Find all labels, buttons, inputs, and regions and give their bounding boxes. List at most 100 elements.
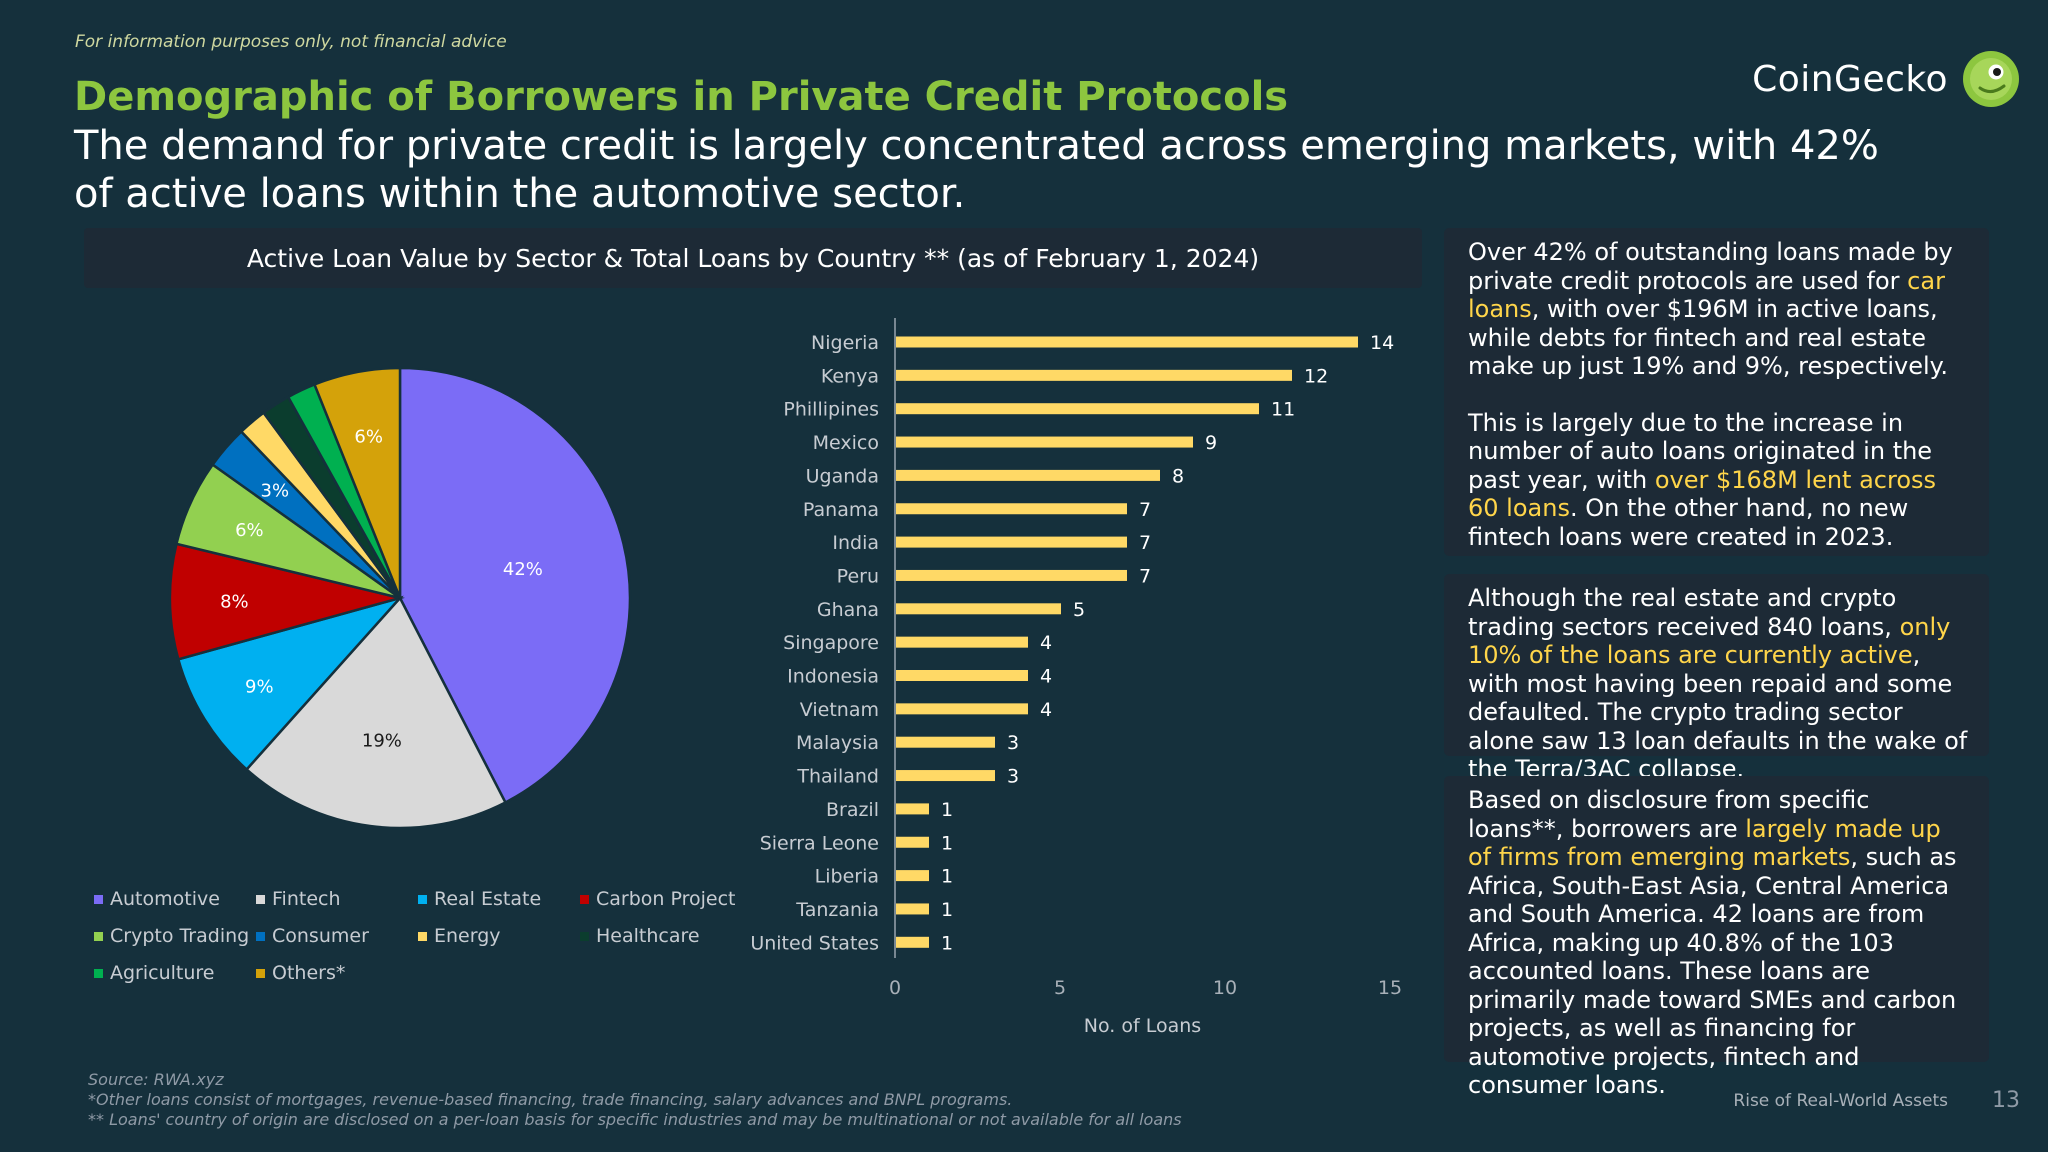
legend-swatch [418,894,427,904]
bar-category-kenya: Kenya [821,365,879,387]
bar-category-indonesia: Indonesia [787,666,879,688]
bar-kenya [896,369,1292,381]
bar-category-uganda: Uganda [806,465,879,487]
legend-item-healthcare: Healthcare [580,925,780,947]
pie-slice-automotive [398,366,632,805]
legend-item-carbon-project: Carbon Project [580,888,780,910]
bar-value-peru: 7 [1139,565,1151,587]
legend-label: Consumer [272,925,369,947]
bar-category-malaysia: Malaysia [796,732,879,754]
body-text: , with over $196M in active loans, while… [1468,295,1949,380]
brand-name: CoinGecko [1752,58,1948,100]
bar-value-tanzania: 1 [941,899,953,921]
bar-tanzania [896,903,929,915]
bar-value-singapore: 4 [1040,632,1052,654]
legend-swatch [256,931,265,941]
pie-slice-carbon-project [168,542,405,661]
bar-liberia [896,870,929,882]
legend-swatch [580,894,589,904]
bar-category-ghana: Ghana [817,599,879,621]
source-line: Source: RWA.xyz [88,1070,224,1089]
legend-item-others: Others* [256,962,418,984]
pie-chart: 42% 19% 9% 8% 6% 3% 6% [168,366,632,830]
legend-item-real-estate: Real Estate [418,888,580,910]
bar-category-panama: Panama [803,499,879,521]
pie-slice-real-estate [176,595,404,772]
pie-label-crypto-trading: 6% [235,520,264,541]
body-text: Over 42% of outstanding loans made by pr… [1468,238,1953,295]
x-tick-5: 5 [1054,977,1066,999]
pie-label-carbon-project: 8% [220,592,249,613]
bar-panama [896,503,1127,515]
bar-vietnam [896,703,1028,715]
legend-label: Healthcare [596,925,700,947]
chart-header: Active Loan Value by Sector & Total Loan… [84,228,1422,288]
bar-category-united-states: United States [750,932,879,954]
report-name: Rise of Real-World Assets [1733,1090,1948,1111]
pie-label-others: 6% [354,426,383,447]
bar-value-brazil: 1 [941,799,953,821]
bar-value-nigeria: 14 [1370,332,1394,354]
body-text: , such as Africa, South-East Asia, Centr… [1468,843,1957,1099]
gecko-logo-icon [1963,51,2019,107]
legend-swatch [418,931,427,941]
pie-legend: Automotive Fintech Real Estate Carbon Proje… [94,888,780,984]
bar-value-uganda: 8 [1172,465,1184,487]
body-text: Although the real estate and crypto trad… [1468,584,1900,641]
body-text: Based on disclosure from specific loans*… [1468,786,1870,843]
note-3-paragraph: Based on disclosure from specific loans*… [1468,786,1969,1100]
page-number: 13 [1992,1088,2020,1113]
bar-value-sierra-leone: 1 [941,832,953,854]
bar-value-phillipines: 11 [1271,399,1295,421]
bar-value-malaysia: 3 [1007,732,1019,754]
brand: CoinGecko [1752,50,2020,108]
bar-category-phillipines: Phillipines [783,399,879,421]
body-text: This is largely due to the increase in n… [1468,408,1933,494]
legend-label: Agriculture [110,962,215,984]
note-box-1: Over 42% of outstanding loans made by pr… [1444,228,1989,556]
legend-swatch [94,931,103,941]
pie-label-fintech: 19% [362,731,402,752]
page-subtitle: The demand for private credit is largely… [74,123,1879,217]
bar-phillipines [896,403,1259,415]
bar-indonesia [896,670,1028,681]
legend-label: Fintech [272,888,341,910]
bar-value-thailand: 3 [1007,766,1019,788]
pie-label-consumer: 3% [261,481,290,502]
bar-sierra-leone [896,836,929,848]
disclaimer: For information purposes only, not finan… [75,32,507,52]
page-title: Demographic of Borrowers in Private Cred… [74,74,1289,120]
bar-category-brazil: Brazil [826,799,879,821]
note-box-3: Based on disclosure from specific loans*… [1444,776,1989,1099]
highlight-text: over $168M lent across 60 loans [1468,465,1937,523]
highlight-text: only 10% of the loans are currently acti… [1468,612,1951,670]
bar-category-liberia: Liberia [815,866,879,888]
highlight-text: car loans [1468,266,1945,324]
bar-singapore [896,636,1028,648]
pie-slice-fintech [244,595,508,830]
bar-value-ghana: 5 [1073,599,1085,621]
bar-value-united-states: 1 [941,932,953,954]
pie-label-automotive: 42% [503,559,543,580]
bar-mexico [896,436,1193,448]
legend-label: Automotive [110,888,220,910]
body-text: . On the other hand, no new fintech loan… [1468,494,1909,551]
bar-category-sierra-leone: Sierra Leone [760,832,879,854]
legend-swatch [580,931,589,941]
legend-label: Energy [434,925,501,947]
bar-united-states [896,936,929,948]
bar-value-indonesia: 4 [1040,666,1052,688]
x-tick-10: 10 [1213,977,1237,999]
bar-value-panama: 7 [1139,499,1151,521]
footer-sources: Source: RWA.xyz *Other loans consist of … [88,1070,1182,1130]
bar-malaysia [896,736,995,748]
bar-uganda [896,469,1160,481]
bar-category-mexico: Mexico [813,432,879,454]
bar-ghana [896,603,1061,615]
legend-swatch [94,894,103,904]
legend-swatch [256,894,265,904]
legend-swatch [94,968,103,978]
note-box-2: Although the real estate and crypto trad… [1444,574,1989,783]
legend-item-automotive: Automotive [94,888,256,910]
